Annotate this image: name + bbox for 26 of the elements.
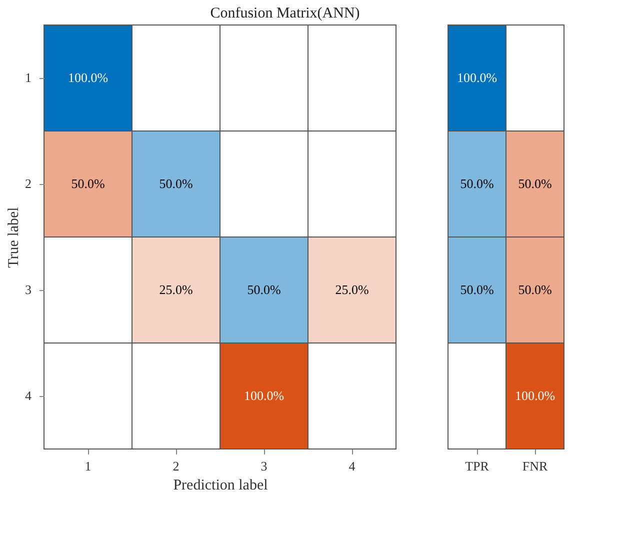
x-axis-title: Prediction label: [173, 478, 268, 494]
data-label: 100.0%: [244, 388, 284, 403]
data-label: 100.0%: [68, 70, 108, 85]
data-label: 50.0%: [159, 176, 193, 191]
data-label: 50.0%: [71, 176, 105, 191]
y-tick-label: 4: [25, 388, 32, 403]
x-tick-label: 1: [84, 458, 92, 474]
data-label: 50.0%: [518, 282, 552, 297]
y-tick-label: 2: [25, 176, 32, 191]
x-tick-label: 4: [348, 458, 356, 474]
data-label: 50.0%: [460, 282, 494, 297]
data-label: 25.0%: [159, 282, 193, 297]
data-label: 50.0%: [518, 176, 552, 191]
x-tick-label: 2: [172, 458, 180, 474]
data-label: 100.0%: [514, 388, 556, 403]
data-label: 50.0%: [247, 282, 281, 297]
data-label: 25.0%: [335, 282, 369, 297]
y-tick-label: 1: [25, 70, 32, 85]
x-tick-label: FNR: [522, 458, 548, 474]
y-axis-title: True label: [6, 207, 22, 268]
x-tick-label: 3: [260, 458, 268, 474]
data-label: 100.0%: [456, 70, 498, 85]
x-tick-label: TPR: [465, 458, 490, 474]
data-label: 50.0%: [460, 176, 494, 191]
y-tick-label: 3: [25, 282, 32, 297]
chart-title: Confusion Matrix(ANN): [210, 6, 360, 22]
